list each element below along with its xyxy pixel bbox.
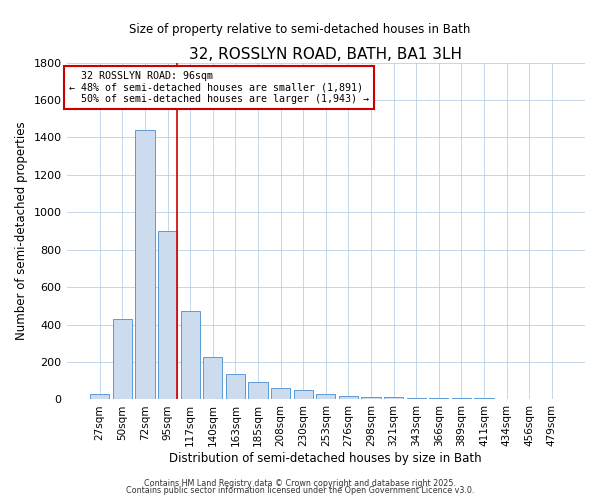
- Bar: [136, 130, 155, 400]
- Text: Size of property relative to semi-detached houses in Bath: Size of property relative to semi-detach…: [130, 22, 470, 36]
- Bar: [226, 374, 245, 400]
- Title: 32, ROSSLYN ROAD, BATH, BA1 3LH: 32, ROSSLYN ROAD, BATH, BA1 3LH: [189, 48, 462, 62]
- Bar: [361, 396, 380, 400]
- Bar: [339, 396, 358, 400]
- Bar: [158, 231, 177, 400]
- Text: Contains public sector information licensed under the Open Government Licence v3: Contains public sector information licen…: [126, 486, 474, 495]
- Bar: [429, 398, 448, 400]
- Bar: [520, 398, 539, 400]
- Bar: [113, 319, 132, 400]
- Bar: [293, 390, 313, 400]
- Bar: [271, 388, 290, 400]
- Y-axis label: Number of semi-detached properties: Number of semi-detached properties: [15, 122, 28, 340]
- Bar: [248, 382, 268, 400]
- Bar: [384, 397, 403, 400]
- Bar: [452, 398, 471, 400]
- Bar: [316, 394, 335, 400]
- Bar: [475, 398, 494, 400]
- Text: Contains HM Land Registry data © Crown copyright and database right 2025.: Contains HM Land Registry data © Crown c…: [144, 478, 456, 488]
- Bar: [407, 398, 426, 400]
- Bar: [181, 312, 200, 400]
- Bar: [542, 398, 562, 400]
- X-axis label: Distribution of semi-detached houses by size in Bath: Distribution of semi-detached houses by …: [169, 452, 482, 465]
- Bar: [497, 398, 516, 400]
- Text: 32 ROSSLYN ROAD: 96sqm
← 48% of semi-detached houses are smaller (1,891)
  50% o: 32 ROSSLYN ROAD: 96sqm ← 48% of semi-det…: [69, 71, 369, 104]
- Bar: [90, 394, 109, 400]
- Bar: [203, 358, 223, 400]
